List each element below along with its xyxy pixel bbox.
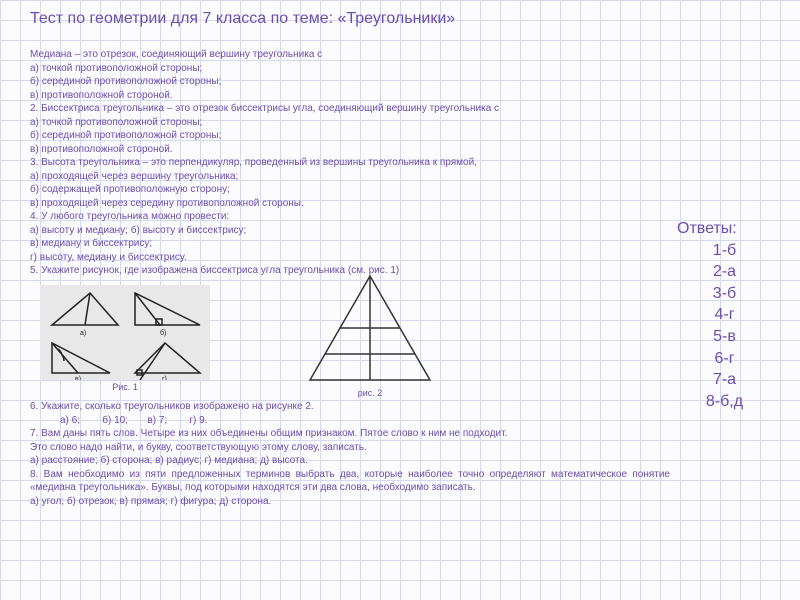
q8-intro: 8. Вам необходимо из пяти предложенных т… [30, 468, 670, 495]
figure-1-svg: а) б) в) г) [40, 285, 210, 380]
figure-1-caption: Рис. 1 [40, 382, 210, 392]
q2-c: в) противоположной стороной. [30, 143, 630, 157]
answer-8: 8-б,д [677, 391, 772, 413]
q4-ab: а) высоту и медиану; б) высоту и биссект… [30, 224, 630, 238]
svg-text:а): а) [80, 330, 86, 337]
q3-b: б) содержащей противоположную сторону; [30, 183, 630, 197]
q1-c: в) противоположной стороной. [30, 89, 630, 103]
q6-opts: а) 6; б) 10; в) 7; г) 9. [30, 414, 670, 428]
answer-7: 7-а [677, 369, 772, 391]
q7-intro: 7. Вам даны пять слов. Четыре из них объ… [30, 427, 670, 441]
q3-a: а) проходящей через вершину треугольника… [30, 170, 630, 184]
answers-header: Ответы: [677, 218, 772, 240]
q4-c: в) медиану и биссектрису; [30, 237, 630, 251]
q1-intro: Медиана – это отрезок, соединяющий верши… [30, 48, 630, 62]
figures-row: а) б) в) г) [40, 285, 540, 405]
svg-text:г): г) [162, 376, 167, 380]
answer-2: 2-а [677, 261, 772, 283]
answer-1: 1-б [677, 240, 772, 262]
figure-2-svg [300, 270, 440, 385]
figure-1: а) б) в) г) [40, 285, 210, 392]
figure-2-caption: рис. 2 [300, 388, 440, 398]
page-title: Тест по геометрии для 7 класса по теме: … [30, 10, 455, 28]
q7-opts: а) расстояние; б) сторона; в) радиус; г)… [30, 454, 670, 468]
questions-block-1: Медиана – это отрезок, соединяющий верши… [30, 48, 630, 278]
figure-2: рис. 2 [300, 270, 440, 398]
q1-b: б) серединой противоположной стороны; [30, 75, 630, 89]
q1-a: а) точкой противоположной стороны; [30, 62, 630, 76]
questions-block-2: 6. Укажите, сколько треугольников изобра… [30, 400, 670, 508]
q7-line2: Это слово надо найти, и букву, соответст… [30, 441, 670, 455]
q8-opts: а) угол; б) отрезок; в) прямая; г) фигур… [30, 495, 670, 509]
q2-intro: 2. Биссектриса треугольника – это отрезо… [30, 102, 630, 116]
q4-intro: 4. У любого треугольника можно провести: [30, 210, 630, 224]
svg-text:в): в) [75, 376, 81, 380]
svg-text:б): б) [160, 329, 166, 337]
q4-d: г) высоту, медиану и биссектрису. [30, 251, 630, 265]
answer-5: 5-в [677, 326, 772, 348]
q2-a: а) точкой противоположной стороны; [30, 116, 630, 130]
q6: 6. Укажите, сколько треугольников изобра… [30, 400, 670, 414]
answer-3: 3-б [677, 283, 772, 305]
answer-4: 4-г [677, 304, 772, 326]
q3-intro: 3. Высота треугольника – это перпендикул… [30, 156, 630, 170]
answers-panel: Ответы: 1-б 2-а 3-б 4-г 5-в 6-г 7-а 8-б,… [677, 218, 772, 412]
q2-b: б) серединой противоположной стороны; [30, 129, 630, 143]
answer-6: 6-г [677, 348, 772, 370]
q3-c: в) проходящей через середину противополо… [30, 197, 630, 211]
